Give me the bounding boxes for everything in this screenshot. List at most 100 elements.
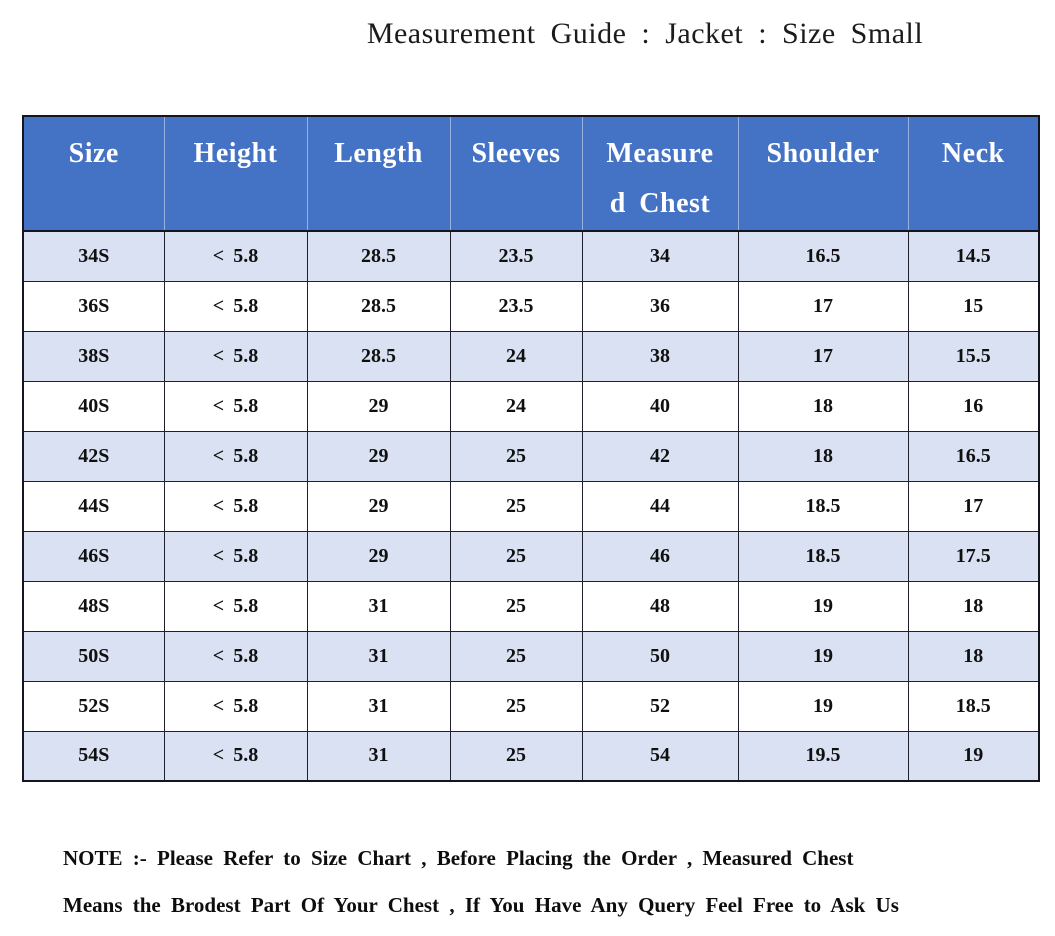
table-cell: 18.5 bbox=[737, 530, 909, 582]
table-cell: 23.5 bbox=[449, 230, 583, 282]
table-cell: 17 bbox=[907, 480, 1040, 532]
table-cell: 31 bbox=[306, 630, 451, 682]
column-header-label: Sleeves bbox=[471, 138, 561, 169]
table-cell: 18.5 bbox=[737, 480, 909, 532]
table-cell: 25 bbox=[449, 680, 583, 732]
table-cell: 29 bbox=[306, 480, 451, 532]
table-cell: 16.5 bbox=[907, 430, 1040, 482]
table-cell: 24 bbox=[449, 380, 583, 432]
table-cell: 34S bbox=[22, 230, 165, 282]
table-row: 34S < 5.8 28.5 23.5 34 16.5 14.5 bbox=[22, 230, 1040, 282]
table-cell: < 5.8 bbox=[163, 630, 308, 682]
table-cell: 24 bbox=[449, 330, 583, 382]
table-cell: 54 bbox=[581, 730, 739, 782]
table-cell: 29 bbox=[306, 430, 451, 482]
table-cell: 18 bbox=[907, 580, 1040, 632]
table-cell: 44 bbox=[581, 480, 739, 532]
table-cell: 48 bbox=[581, 580, 739, 632]
column-header-label: Shoulder bbox=[766, 138, 880, 169]
column-header-label: Length bbox=[334, 138, 423, 169]
table-cell: 19 bbox=[737, 680, 909, 732]
table-cell: 28.5 bbox=[306, 280, 451, 332]
note-line-1: NOTE :- Please Refer to Size Chart , Bef… bbox=[63, 846, 854, 870]
table-cell: 52S bbox=[22, 680, 165, 732]
table-cell: 40 bbox=[581, 380, 739, 432]
table-row: 40S < 5.8 29 24 40 18 16 bbox=[22, 380, 1040, 432]
table-cell: 15.5 bbox=[907, 330, 1040, 382]
table-cell: 31 bbox=[306, 680, 451, 732]
column-header-measured-chest: Measure d Chest bbox=[582, 116, 739, 232]
column-header-label: Size bbox=[68, 138, 119, 169]
table-cell: 31 bbox=[306, 580, 451, 632]
table-cell: 34 bbox=[581, 230, 739, 282]
table-cell: < 5.8 bbox=[163, 730, 308, 782]
table-cell: < 5.8 bbox=[163, 530, 308, 582]
table-cell: 44S bbox=[22, 480, 165, 532]
table-cell: < 5.8 bbox=[163, 480, 308, 532]
table-cell: 46 bbox=[581, 530, 739, 582]
table-cell: 28.5 bbox=[306, 230, 451, 282]
table-cell: 17 bbox=[737, 330, 909, 382]
column-header-height: Height bbox=[164, 116, 308, 232]
table-row: 38S < 5.8 28.5 24 38 17 15.5 bbox=[22, 330, 1040, 382]
table-cell: < 5.8 bbox=[163, 430, 308, 482]
table-cell: 14.5 bbox=[907, 230, 1040, 282]
table-cell: < 5.8 bbox=[163, 330, 308, 382]
table-cell: < 5.8 bbox=[163, 680, 308, 732]
table-cell: 19 bbox=[737, 580, 909, 632]
table-cell: 38 bbox=[581, 330, 739, 382]
table-cell: 42 bbox=[581, 430, 739, 482]
table-cell: < 5.8 bbox=[163, 230, 308, 282]
table-cell: 29 bbox=[306, 530, 451, 582]
table-body: 34S < 5.8 28.5 23.5 34 16.5 14.5 36S < 5.8 28.5 2… bbox=[22, 230, 1040, 782]
table-row: 48S < 5.8 31 25 48 19 18 bbox=[22, 580, 1040, 632]
table-cell: 36S bbox=[22, 280, 165, 332]
column-header-sleeves: Sleeves bbox=[450, 116, 583, 232]
table-cell: < 5.8 bbox=[163, 280, 308, 332]
table-cell: 28.5 bbox=[306, 330, 451, 382]
table-cell: 25 bbox=[449, 530, 583, 582]
table-row: 46S < 5.8 29 25 46 18.5 17.5 bbox=[22, 530, 1040, 582]
table-row: 54S < 5.8 31 25 54 19.5 19 bbox=[22, 730, 1040, 782]
table-cell: 54S bbox=[22, 730, 165, 782]
table-cell: 17 bbox=[737, 280, 909, 332]
table-row: 36S < 5.8 28.5 23.5 36 17 15 bbox=[22, 280, 1040, 332]
column-header-label: Neck bbox=[941, 138, 1005, 169]
table-cell: 15 bbox=[907, 280, 1040, 332]
table-cell: 31 bbox=[306, 730, 451, 782]
column-header-shoulder: Shoulder bbox=[738, 116, 909, 232]
table-cell: 16 bbox=[907, 380, 1040, 432]
table-row: 44S < 5.8 29 25 44 18.5 17 bbox=[22, 480, 1040, 532]
table-cell: 25 bbox=[449, 630, 583, 682]
table-cell: 25 bbox=[449, 730, 583, 782]
column-header-label: Measure bbox=[606, 138, 714, 169]
table-cell: 25 bbox=[449, 580, 583, 632]
column-header-size: Size bbox=[23, 116, 165, 232]
column-header-length: Length bbox=[307, 116, 451, 232]
note-text: NOTE :- Please Refer to Size Chart , Bef… bbox=[63, 835, 1023, 929]
note-line-2: Means the Brodest Part Of Your Chest , I… bbox=[63, 893, 899, 917]
size-chart-table: Size Height Length Sleeves Measure d Ches… bbox=[22, 115, 1040, 782]
table-cell: 29 bbox=[306, 380, 451, 432]
table-cell: 52 bbox=[581, 680, 739, 732]
table-cell: 25 bbox=[449, 430, 583, 482]
table-cell: 19.5 bbox=[737, 730, 909, 782]
table-cell: 18 bbox=[737, 430, 909, 482]
table-cell: 19 bbox=[907, 730, 1040, 782]
table-cell: 48S bbox=[22, 580, 165, 632]
column-header-label: Height bbox=[193, 138, 278, 169]
table-cell: 36 bbox=[581, 280, 739, 332]
table-row: 52S < 5.8 31 25 52 19 18.5 bbox=[22, 680, 1040, 732]
table-cell: 42S bbox=[22, 430, 165, 482]
column-header-label-line2: d Chest bbox=[609, 188, 711, 219]
table-cell: < 5.8 bbox=[163, 580, 308, 632]
table-cell: 50 bbox=[581, 630, 739, 682]
table-cell: 16.5 bbox=[737, 230, 909, 282]
page-title: Measurement Guide : Jacket : Size Small bbox=[366, 17, 924, 50]
column-header-neck: Neck bbox=[908, 116, 1039, 232]
table-cell: 17.5 bbox=[907, 530, 1040, 582]
table-cell: 23.5 bbox=[449, 280, 583, 332]
table-cell: 38S bbox=[22, 330, 165, 382]
table-cell: 18 bbox=[907, 630, 1040, 682]
table-cell: 18.5 bbox=[907, 680, 1040, 732]
